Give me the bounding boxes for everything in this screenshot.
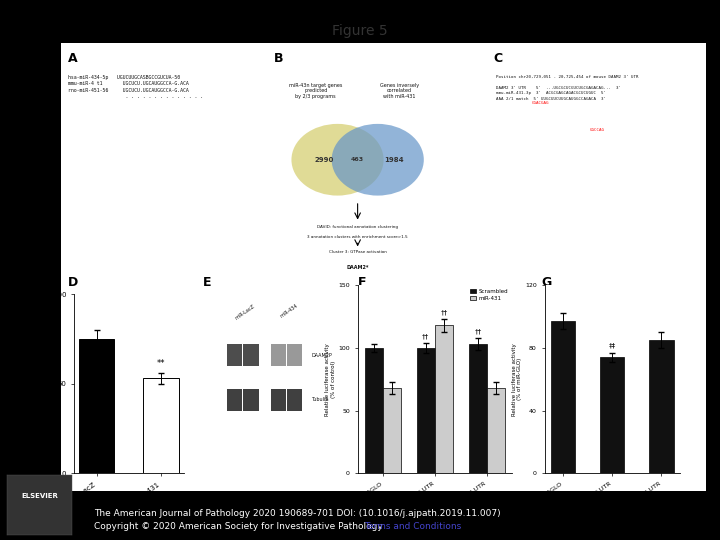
Text: B: B bbox=[274, 52, 284, 65]
Text: ELSEVIER: ELSEVIER bbox=[21, 493, 58, 499]
Text: Terms and Conditions: Terms and Conditions bbox=[364, 522, 461, 531]
Text: Position chr20,729,051 - 20,725,454 of mouse DAAM2 3' UTR

DAAM2 3' UTR    5'  .: Position chr20,729,051 - 20,725,454 of m… bbox=[496, 75, 639, 100]
Text: ††: †† bbox=[422, 333, 429, 339]
Text: Figure 5: Figure 5 bbox=[332, 24, 388, 38]
Text: A: A bbox=[68, 52, 77, 65]
Text: ‡‡: ‡‡ bbox=[608, 342, 616, 348]
Text: 1984: 1984 bbox=[384, 157, 405, 163]
Text: DAVID: functional annotation clustering: DAVID: functional annotation clustering bbox=[317, 225, 398, 229]
Bar bbox=[649, 340, 674, 474]
FancyBboxPatch shape bbox=[271, 389, 286, 411]
FancyBboxPatch shape bbox=[243, 345, 258, 366]
Text: 2990: 2990 bbox=[315, 157, 334, 163]
Text: 463: 463 bbox=[351, 157, 364, 162]
Text: Copyright © 2020 American Society for Investigative Pathology: Copyright © 2020 American Society for In… bbox=[94, 522, 385, 531]
Ellipse shape bbox=[292, 124, 384, 195]
Text: C: C bbox=[493, 52, 502, 65]
Bar bbox=[600, 357, 624, 474]
FancyBboxPatch shape bbox=[227, 389, 242, 411]
Text: CGACGAG: CGACGAG bbox=[531, 102, 549, 105]
Text: ††: †† bbox=[441, 309, 448, 315]
Text: 3 annotation clusters with enrichment score>1.5: 3 annotation clusters with enrichment sc… bbox=[307, 235, 408, 239]
Text: miR-43n target genes
predicted
by 2/3 programs: miR-43n target genes predicted by 2/3 pr… bbox=[289, 83, 343, 99]
Text: D: D bbox=[68, 276, 78, 289]
FancyBboxPatch shape bbox=[271, 345, 286, 366]
Text: Tubulin: Tubulin bbox=[311, 397, 329, 402]
FancyBboxPatch shape bbox=[287, 345, 302, 366]
Legend: Scrambled, miR-431: Scrambled, miR-431 bbox=[469, 288, 510, 302]
Ellipse shape bbox=[332, 124, 424, 195]
Y-axis label: Relative luciferase activity
(% of control): Relative luciferase activity (% of contr… bbox=[325, 343, 336, 416]
Bar bbox=[469, 344, 487, 474]
Text: G: G bbox=[541, 276, 552, 289]
Bar bbox=[143, 379, 179, 474]
Text: miR-LacZ: miR-LacZ bbox=[235, 303, 256, 320]
Text: GGCCAG: GGCCAG bbox=[590, 129, 605, 132]
FancyBboxPatch shape bbox=[243, 389, 258, 411]
Bar bbox=[551, 321, 575, 474]
Text: miR-434: miR-434 bbox=[279, 303, 299, 319]
Y-axis label: DAAM2P (FPKM): DAAM2P (FPKM) bbox=[45, 359, 50, 409]
Text: DAAM2*: DAAM2* bbox=[346, 265, 369, 269]
Bar bbox=[435, 326, 453, 474]
Text: E: E bbox=[203, 276, 212, 289]
Text: Cluster 3: GTPase activation: Cluster 3: GTPase activation bbox=[329, 249, 387, 254]
Y-axis label: Relative luciferase activity
(% of miR-GLO): Relative luciferase activity (% of miR-G… bbox=[511, 343, 522, 416]
FancyBboxPatch shape bbox=[287, 389, 302, 411]
Text: ††: †† bbox=[474, 328, 482, 334]
Bar bbox=[364, 348, 383, 474]
Text: **: ** bbox=[157, 359, 165, 368]
Bar bbox=[79, 339, 114, 474]
Text: The American Journal of Pathology 2020 190689-701 DOI: (10.1016/j.ajpath.2019.11: The American Journal of Pathology 2020 1… bbox=[94, 509, 500, 518]
Bar bbox=[487, 388, 505, 474]
FancyBboxPatch shape bbox=[227, 345, 242, 366]
Text: hsa-miR-434-5p   UGUCUUGCASBGCCGUCUA-50
mmu-miR-4 t1       UGCUCU.UGCAUGGCCA-G.A: hsa-miR-434-5p UGUCUUGCASBGCCGUCUA-50 mm… bbox=[68, 75, 203, 99]
Bar bbox=[417, 348, 435, 474]
Text: F: F bbox=[358, 276, 366, 289]
Text: Genes inversely
correlated
with miR-431: Genes inversely correlated with miR-431 bbox=[380, 83, 419, 99]
Text: DAAM2P: DAAM2P bbox=[311, 353, 332, 357]
Bar bbox=[383, 388, 401, 474]
